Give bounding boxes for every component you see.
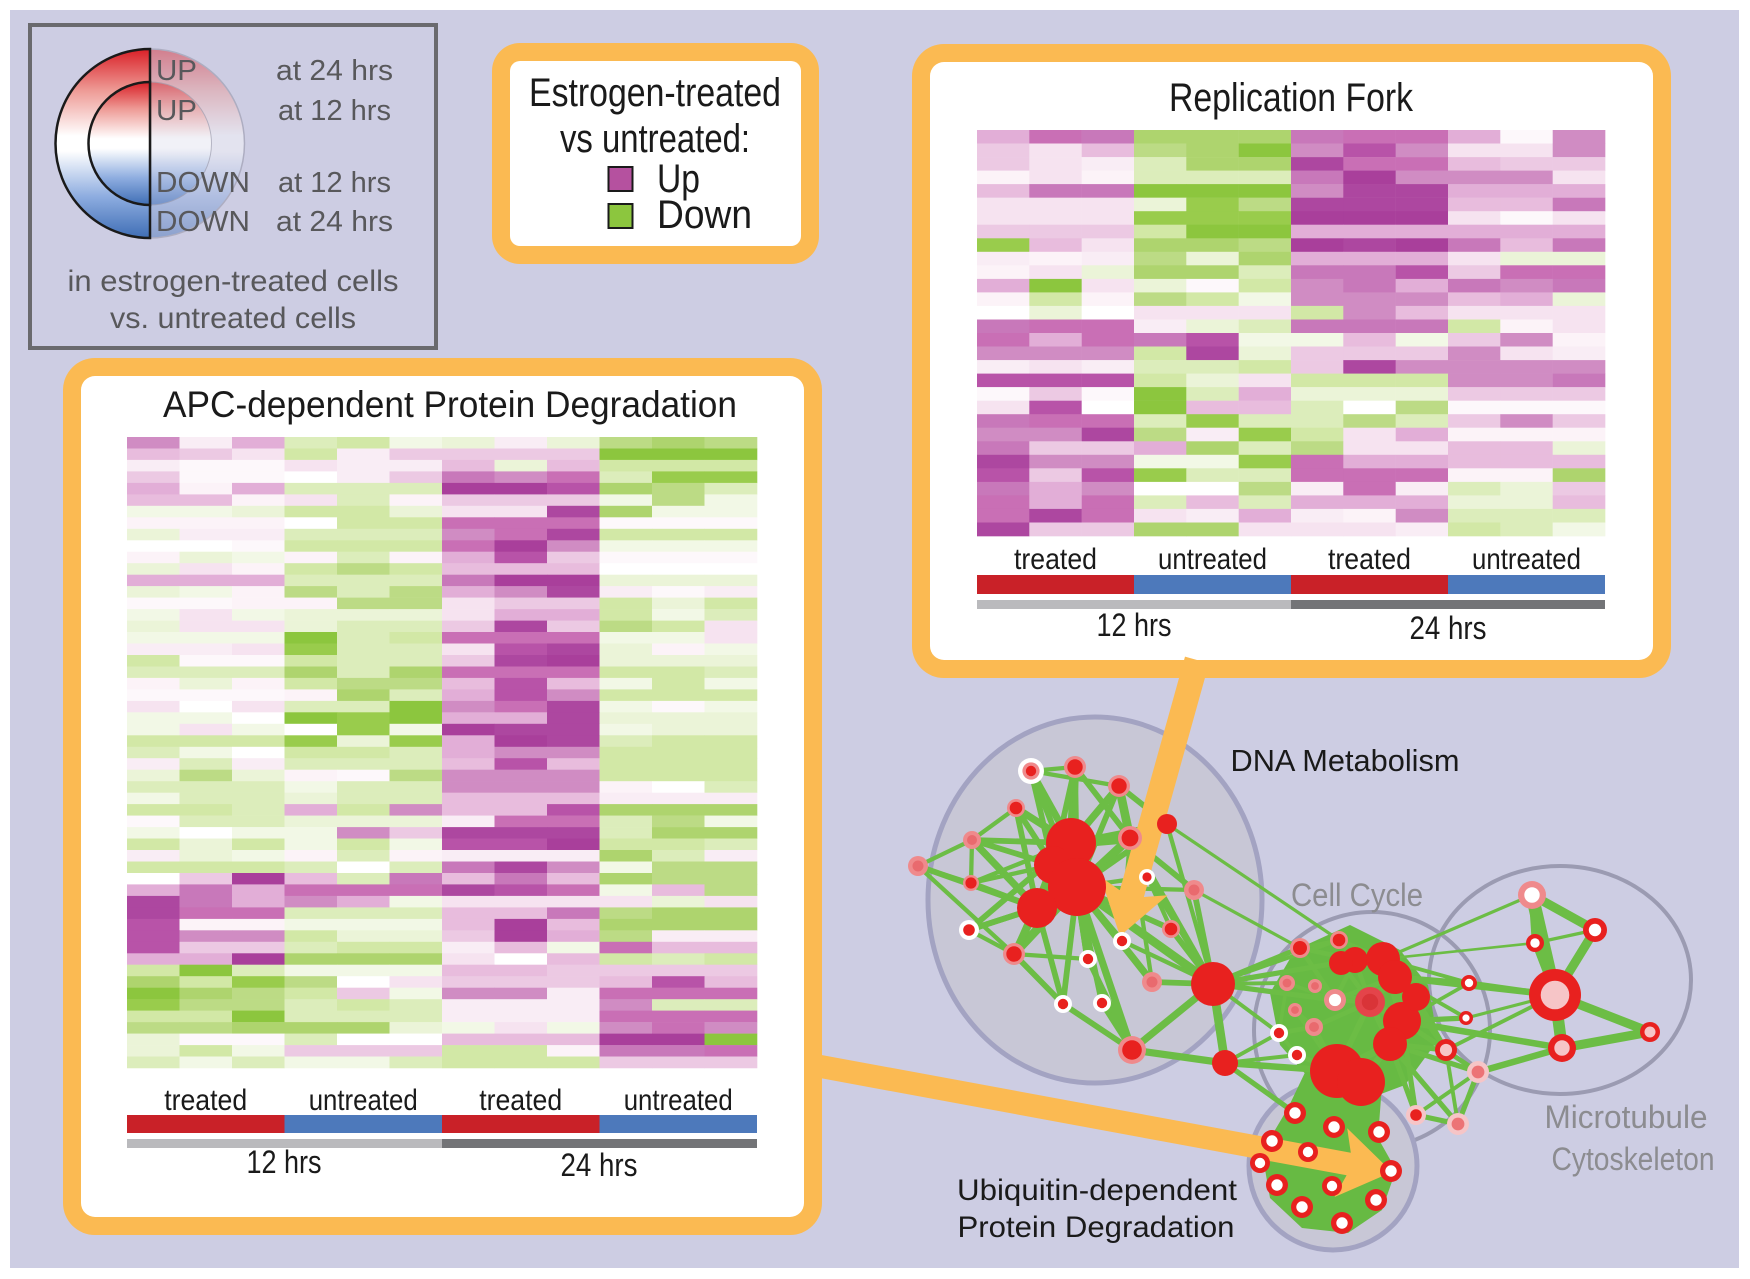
svg-text:Protein Degradation: Protein Degradation xyxy=(958,1211,1235,1244)
svg-text:Replication Fork: Replication Fork xyxy=(1169,76,1414,120)
svg-text:at 12 hrs: at 12 hrs xyxy=(278,167,391,199)
svg-text:Up: Up xyxy=(657,157,700,201)
svg-text:DOWN: DOWN xyxy=(156,206,250,238)
svg-text:Down: Down xyxy=(657,193,752,237)
svg-text:Cell Cycle: Cell Cycle xyxy=(1291,877,1423,913)
svg-text:24 hrs: 24 hrs xyxy=(561,1147,638,1183)
svg-text:at 24 hrs: at 24 hrs xyxy=(276,55,393,87)
svg-text:Ubiquitin-dependent: Ubiquitin-dependent xyxy=(957,1174,1238,1207)
svg-text:Cytoskeleton: Cytoskeleton xyxy=(1552,1141,1715,1177)
svg-text:at 24 hrs: at 24 hrs xyxy=(276,206,393,238)
svg-text:UP: UP xyxy=(156,55,197,87)
svg-text:Microtubule: Microtubule xyxy=(1545,1099,1708,1135)
svg-text:vs. untreated cells: vs. untreated cells xyxy=(110,302,356,335)
svg-text:Estrogen-treated: Estrogen-treated xyxy=(529,71,781,115)
svg-text:treated: treated xyxy=(479,1084,562,1117)
svg-text:untreated: untreated xyxy=(624,1084,733,1117)
svg-text:DOWN: DOWN xyxy=(156,167,250,199)
svg-text:treated: treated xyxy=(1014,543,1097,576)
svg-text:DNA Metabolism: DNA Metabolism xyxy=(1231,743,1460,778)
svg-text:in estrogen-treated cells: in estrogen-treated cells xyxy=(68,265,399,298)
svg-text:vs untreated:: vs untreated: xyxy=(560,117,750,161)
svg-text:treated: treated xyxy=(164,1084,247,1117)
svg-text:untreated: untreated xyxy=(309,1084,418,1117)
svg-text:treated: treated xyxy=(1328,543,1411,576)
svg-text:12 hrs: 12 hrs xyxy=(247,1144,322,1180)
svg-text:at 12 hrs: at 12 hrs xyxy=(278,95,391,127)
svg-text:untreated: untreated xyxy=(1472,543,1581,576)
svg-text:untreated: untreated xyxy=(1158,543,1267,576)
svg-text:UP: UP xyxy=(156,95,197,127)
svg-text:APC-dependent Protein Degradat: APC-dependent Protein Degradation xyxy=(163,384,737,425)
svg-text:24 hrs: 24 hrs xyxy=(1410,610,1487,646)
svg-text:12 hrs: 12 hrs xyxy=(1097,607,1172,643)
